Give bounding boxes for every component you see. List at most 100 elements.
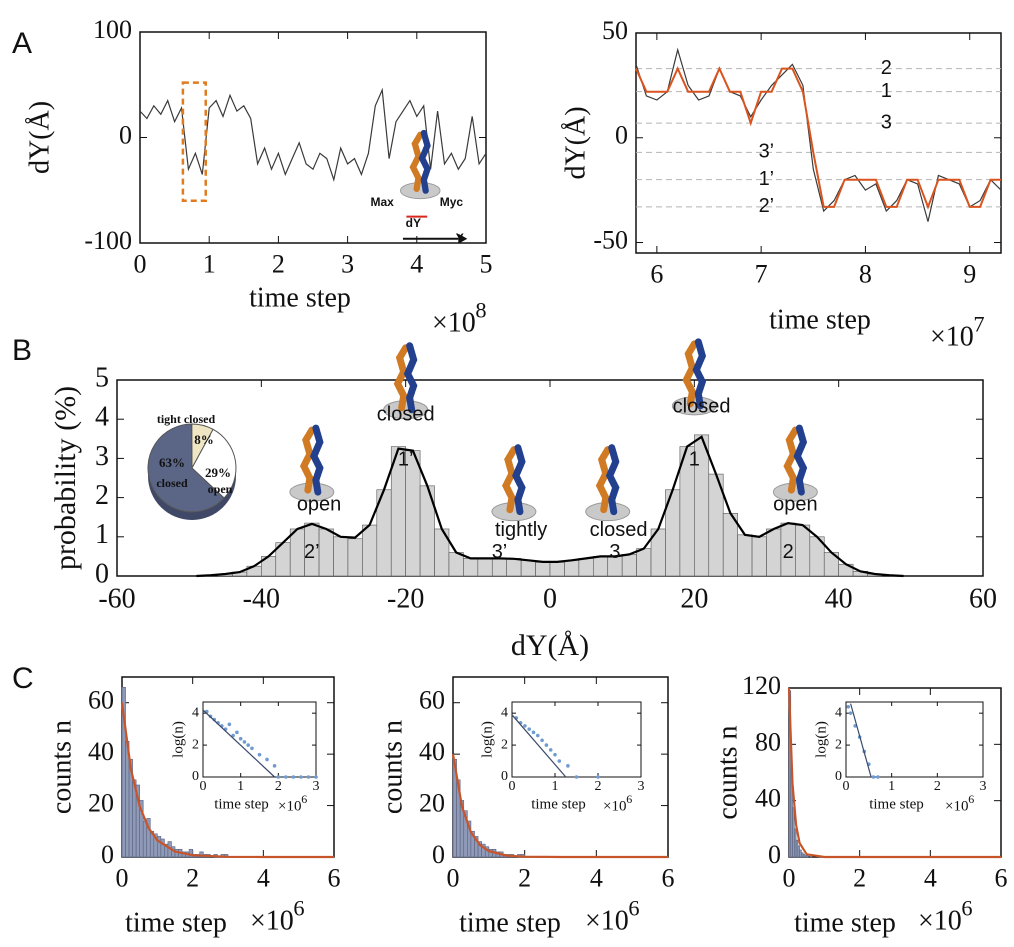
x-tick-label: 5 [480,249,493,278]
histogram-bar [188,848,193,858]
x-multiplier-exponent: 6 [301,792,307,806]
pie-value-label: 63% [159,455,185,470]
y-tick-label: 80 [755,727,781,756]
pie-value-label: 29% [205,465,231,480]
fit-line [451,753,668,859]
y-axis-label: counts n [46,720,77,814]
histogram-bar [477,558,493,577]
molecule-icon [289,424,335,502]
x-tick-label: 6 [650,259,663,288]
x-tick-label: 2 [186,863,199,892]
histogram-bar [592,556,609,577]
y-tick-label: 60 [419,686,445,715]
x-tick-label: 4 [590,863,603,892]
x-tick-label: 20 [680,584,708,615]
x-multiplier: ×10 [930,321,974,352]
x-tick-label: 2 [272,249,285,278]
x-multiplier-exponent: 6 [628,896,639,921]
panel-label: A [12,27,32,60]
inset-point [291,775,296,779]
histogram-bar [142,820,148,858]
pie-value-label: 8% [194,432,214,447]
histogram-bar [463,558,479,577]
annotation: Y [456,231,464,245]
inset-fit-line [511,714,567,778]
annotation: closed [377,404,435,426]
x-tick-label: 4 [924,863,937,892]
protein-myc-icon [418,129,431,194]
x-tick-label: -60 [98,584,135,615]
molecule-icon [383,342,429,420]
annotation: Max [371,195,395,209]
x-tick-label: 9 [963,259,976,288]
x-multiplier-exponent: 7 [973,312,984,337]
y-axis-label: log(n) [479,721,495,758]
x-tick-label: 2 [518,863,531,892]
x-tick-label: 0 [843,779,850,794]
x-tick-label: 60 [969,584,997,615]
panel-label: B [12,334,32,367]
y-tick-label: 5 [95,362,109,393]
y-tick-label: 0 [95,558,109,589]
inset-frame [511,701,642,778]
molecule-icon [772,424,818,502]
pie-name-label: tight closed [157,412,216,426]
molecule-icon [671,338,717,416]
data-line [635,47,1002,222]
y-axis-label: log(n) [170,721,186,758]
x-tick-label: 0 [509,779,516,794]
y-tick-label: 0 [119,120,132,149]
histogram-bar [751,536,767,577]
annotation: 1 [689,449,700,471]
y-tick-label: 1 [95,519,109,550]
inset-point [523,724,527,728]
inset-point [574,775,579,779]
x-tick-label: 6 [662,863,675,892]
y-tick-label: 2 [95,480,109,511]
annotation: closed [673,396,731,418]
pie-slice [191,428,237,499]
y-tick-label: 0 [192,769,199,784]
x-multiplier-exponent: 6 [961,896,972,921]
y-tick-label: 100 [93,15,132,44]
x-axis-label: time step [214,796,269,812]
x-tick-label: 40 [825,584,853,615]
histogram-bar [737,534,753,577]
protein-max-icon [682,340,698,408]
histogram-bar [318,528,334,577]
y-tick-label: 0 [432,840,445,869]
inset-point [246,743,250,747]
y-tick-label: 3 [95,441,109,472]
inset-point [596,775,600,779]
histogram-bar [578,558,594,577]
annotation: 2 [783,541,794,563]
inset-frame [845,701,984,778]
x-tick-label: 2 [853,863,866,892]
x-tick-label: 4 [257,863,270,892]
inset-point [848,711,853,715]
annotation: Myc [440,195,464,209]
x-axis-label: time step [459,907,561,938]
x-tick-label: 0 [543,584,557,615]
inset-point [238,736,243,741]
x-axis-label: time step [794,907,896,938]
histogram-bar [535,561,551,577]
inset-fit-line [202,709,276,778]
y-tick-label: 50 [602,16,628,45]
pie-slice [147,423,225,513]
annotation: dY [406,216,421,230]
x-tick-label: 0 [447,863,460,892]
inset-point [227,722,232,727]
inset-frame [202,701,317,778]
protein-max-icon [299,426,316,494]
y-tick-label: 0 [768,840,781,869]
x-multiplier: ×10 [945,798,968,814]
histogram-bar [806,855,809,858]
y-tick-label: 2 [501,737,508,752]
y-tick-label: 40 [88,737,114,766]
molecule-icon [491,444,537,522]
plot-frame [635,32,1002,254]
x-tick-label: -40 [243,584,280,615]
annotation: 3 [609,541,620,563]
